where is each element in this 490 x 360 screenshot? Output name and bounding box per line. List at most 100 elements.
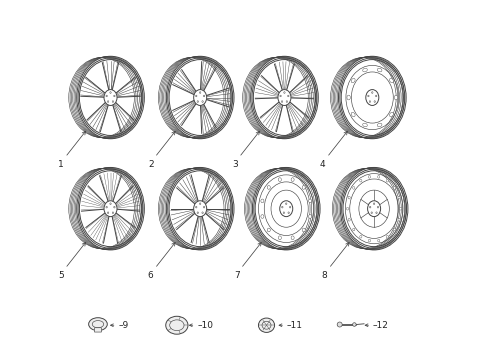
- Ellipse shape: [386, 235, 389, 238]
- Ellipse shape: [261, 215, 264, 218]
- Ellipse shape: [278, 178, 281, 181]
- Text: –9: –9: [119, 321, 129, 330]
- Ellipse shape: [378, 175, 380, 178]
- Ellipse shape: [309, 215, 312, 218]
- Ellipse shape: [267, 185, 270, 189]
- Ellipse shape: [278, 90, 291, 105]
- Ellipse shape: [371, 92, 373, 93]
- Ellipse shape: [353, 186, 355, 189]
- Ellipse shape: [114, 95, 115, 97]
- Text: 8: 8: [322, 271, 327, 280]
- Ellipse shape: [197, 101, 198, 102]
- Ellipse shape: [196, 206, 197, 208]
- Ellipse shape: [377, 206, 379, 208]
- Ellipse shape: [110, 203, 111, 204]
- Ellipse shape: [291, 178, 294, 181]
- Ellipse shape: [280, 95, 281, 97]
- Text: 1: 1: [58, 160, 64, 169]
- Ellipse shape: [283, 212, 285, 213]
- Ellipse shape: [199, 92, 201, 93]
- Ellipse shape: [375, 95, 377, 97]
- Ellipse shape: [288, 95, 289, 97]
- Ellipse shape: [278, 236, 281, 240]
- Ellipse shape: [353, 323, 356, 326]
- Text: 3: 3: [232, 160, 238, 169]
- Ellipse shape: [363, 68, 368, 72]
- Ellipse shape: [203, 206, 205, 208]
- Ellipse shape: [351, 78, 355, 83]
- Ellipse shape: [199, 203, 201, 204]
- Ellipse shape: [286, 203, 287, 204]
- Ellipse shape: [348, 219, 350, 221]
- Ellipse shape: [309, 199, 312, 203]
- Ellipse shape: [353, 228, 355, 231]
- Ellipse shape: [351, 112, 355, 117]
- Text: 2: 2: [148, 160, 153, 169]
- Ellipse shape: [267, 228, 270, 232]
- Ellipse shape: [374, 101, 375, 102]
- Ellipse shape: [261, 199, 264, 203]
- Text: 5: 5: [58, 271, 64, 280]
- Ellipse shape: [371, 212, 372, 213]
- Ellipse shape: [282, 206, 283, 208]
- Text: 7: 7: [234, 271, 240, 280]
- Ellipse shape: [104, 90, 117, 105]
- Ellipse shape: [393, 186, 395, 189]
- Ellipse shape: [280, 201, 293, 217]
- Ellipse shape: [286, 101, 288, 102]
- Ellipse shape: [290, 206, 291, 208]
- Ellipse shape: [360, 179, 362, 182]
- Ellipse shape: [386, 179, 389, 182]
- Ellipse shape: [110, 92, 111, 93]
- Ellipse shape: [302, 228, 305, 232]
- Ellipse shape: [107, 212, 109, 213]
- Ellipse shape: [348, 196, 350, 199]
- Ellipse shape: [398, 196, 400, 199]
- Ellipse shape: [368, 175, 370, 178]
- Ellipse shape: [377, 68, 382, 72]
- Ellipse shape: [166, 316, 188, 334]
- Ellipse shape: [378, 239, 380, 242]
- Ellipse shape: [346, 207, 349, 210]
- Ellipse shape: [390, 112, 393, 117]
- Ellipse shape: [363, 123, 368, 127]
- Ellipse shape: [112, 101, 114, 102]
- Ellipse shape: [398, 219, 400, 221]
- Ellipse shape: [104, 201, 117, 217]
- Ellipse shape: [337, 322, 342, 327]
- Ellipse shape: [197, 212, 198, 213]
- Ellipse shape: [377, 123, 382, 127]
- Ellipse shape: [376, 212, 377, 213]
- Ellipse shape: [373, 203, 375, 204]
- Text: –12: –12: [373, 321, 389, 330]
- Text: 6: 6: [148, 271, 153, 280]
- Ellipse shape: [393, 228, 395, 231]
- Ellipse shape: [291, 236, 294, 240]
- Text: –11: –11: [287, 321, 303, 330]
- Ellipse shape: [288, 212, 289, 213]
- Ellipse shape: [107, 101, 109, 102]
- Text: 4: 4: [320, 160, 326, 169]
- Ellipse shape: [368, 239, 370, 242]
- FancyBboxPatch shape: [95, 328, 101, 332]
- Ellipse shape: [114, 206, 115, 208]
- Ellipse shape: [369, 206, 371, 208]
- Ellipse shape: [106, 95, 107, 97]
- Ellipse shape: [360, 235, 362, 238]
- Ellipse shape: [394, 95, 398, 100]
- Ellipse shape: [368, 95, 369, 97]
- Ellipse shape: [194, 201, 207, 217]
- Ellipse shape: [399, 207, 402, 210]
- Ellipse shape: [366, 90, 379, 105]
- Ellipse shape: [89, 318, 107, 330]
- Ellipse shape: [347, 95, 350, 100]
- Ellipse shape: [258, 318, 274, 332]
- Ellipse shape: [203, 95, 205, 97]
- Ellipse shape: [281, 101, 283, 102]
- Text: –10: –10: [197, 321, 213, 330]
- Ellipse shape: [369, 101, 370, 102]
- Ellipse shape: [112, 212, 114, 213]
- Ellipse shape: [196, 95, 197, 97]
- Ellipse shape: [302, 185, 305, 189]
- Ellipse shape: [202, 101, 203, 102]
